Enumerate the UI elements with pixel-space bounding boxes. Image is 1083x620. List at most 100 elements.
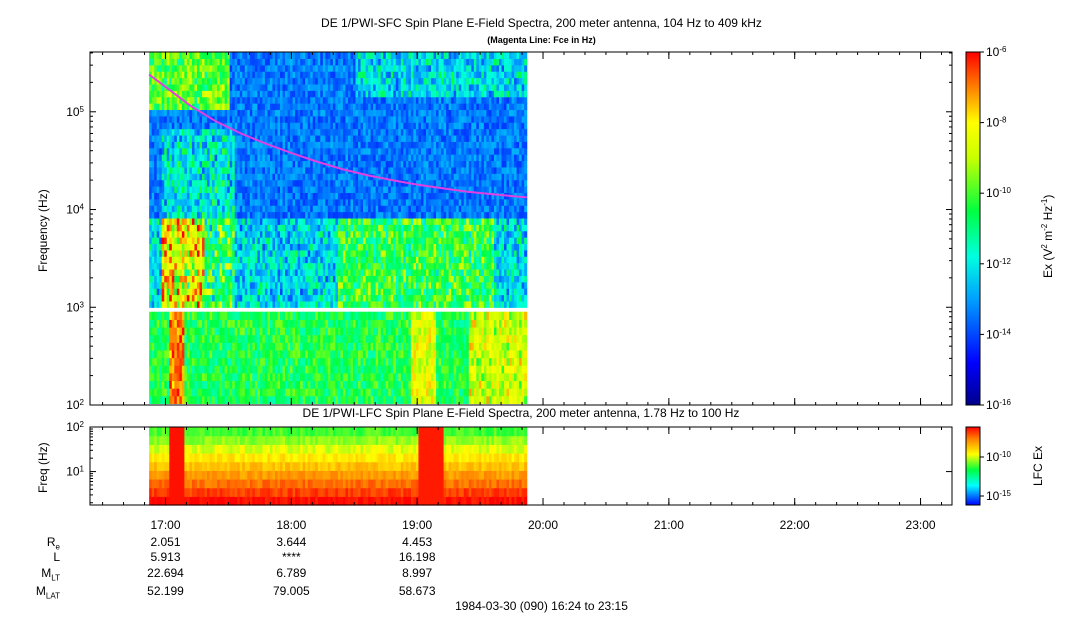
sfc-cell — [337, 166, 342, 174]
sfc-cell — [345, 109, 349, 117]
sfc-cell — [368, 211, 372, 219]
sfc-cell — [302, 115, 306, 123]
sfc-cell — [290, 71, 294, 79]
sfc-cell — [350, 109, 354, 117]
sfc-cell — [212, 205, 216, 213]
sfc-cell — [262, 83, 266, 91]
sfc-cell — [161, 268, 165, 276]
sfc-cell — [214, 211, 218, 219]
sfc-cell — [189, 179, 193, 187]
sfc-cell — [380, 192, 384, 200]
sfc-cell — [368, 288, 372, 296]
sfc-cell — [345, 192, 349, 200]
sfc-cell — [214, 294, 218, 302]
sfc-cell — [207, 128, 211, 136]
sfc-cell — [385, 134, 389, 142]
sfc-cell — [287, 160, 291, 168]
sfc-cell — [373, 134, 377, 142]
sfc-cell — [388, 281, 392, 289]
sfc-cell — [151, 237, 155, 245]
sfc-cell — [420, 288, 425, 296]
sfc-cell — [259, 109, 263, 117]
sfc-cell — [330, 230, 334, 238]
sfc-cell — [368, 186, 372, 193]
sfc-cell — [365, 217, 369, 225]
sfc-cell — [438, 77, 442, 85]
sfc-cell — [347, 128, 352, 136]
sfc-cell — [395, 128, 399, 136]
sfc-cell — [373, 275, 377, 283]
sfc-cell — [388, 186, 392, 193]
sfc-cell — [431, 249, 435, 257]
sfc-cell — [174, 96, 178, 104]
sfc-cell — [393, 109, 397, 117]
sfc-cell — [295, 160, 299, 168]
sfc-cell — [159, 275, 163, 283]
sfc-cell — [224, 186, 228, 193]
sfc-cell — [249, 58, 253, 66]
sfc-cell — [358, 192, 362, 200]
sfc-cell — [186, 115, 191, 123]
sfc-cell — [201, 224, 206, 232]
sfc-cell — [196, 147, 201, 155]
sfc-cell — [355, 300, 359, 308]
sfc-cell — [423, 173, 427, 181]
sfc-cell — [322, 230, 326, 238]
sfc-cell — [219, 77, 223, 85]
sfc-cell — [239, 179, 243, 187]
sfc-cell — [383, 166, 387, 174]
sfc-cell — [390, 198, 394, 206]
sfc-cell — [254, 288, 258, 296]
sfc-cell — [312, 300, 316, 308]
sfc-cell — [317, 115, 321, 123]
sfc-cell — [277, 249, 281, 257]
sfc-cell — [234, 96, 238, 104]
sfc-cell — [433, 294, 437, 302]
sfc-cell — [433, 237, 437, 245]
sfc-cell — [385, 268, 389, 276]
sfc-cell — [201, 58, 206, 66]
sfc-cell — [287, 166, 291, 174]
sfc-cell — [403, 173, 407, 181]
sfc-cell — [159, 103, 163, 111]
sfc-cell — [451, 211, 455, 219]
sfc-cell — [383, 281, 387, 289]
sfc-cell — [239, 154, 243, 162]
sfc-cell — [443, 281, 447, 289]
sfc-cell — [342, 109, 347, 117]
sfc-cell — [310, 300, 314, 308]
sfc-cell — [385, 173, 389, 181]
sfc-cell — [368, 83, 372, 91]
sfc-cell — [274, 262, 279, 270]
sfc-cell — [237, 64, 241, 72]
sfc-cell — [418, 166, 422, 174]
sfc-cell — [320, 58, 324, 66]
sfc-cell — [393, 160, 397, 168]
sfc-cell — [385, 192, 389, 200]
sfc-cell — [370, 77, 374, 85]
sfc-cell — [151, 288, 155, 296]
sfc-cell — [448, 268, 452, 276]
sfc-cell — [398, 71, 402, 79]
sfc-cell — [360, 256, 364, 264]
sfc-cell — [297, 243, 301, 251]
sfc-cell — [159, 249, 163, 257]
sfc-cell — [229, 166, 233, 174]
sfc-cell — [436, 186, 440, 193]
sfc-cell — [242, 128, 246, 136]
sfc-cell — [403, 58, 407, 66]
sfc-cell — [312, 115, 316, 123]
sfc-cell — [161, 300, 165, 308]
sfc-cell — [390, 249, 394, 257]
sfc-cell — [166, 128, 170, 136]
sfc-cell — [365, 96, 369, 104]
sfc-cell — [176, 249, 180, 257]
sfc-cell — [184, 122, 188, 130]
sfc-cell — [431, 64, 435, 72]
sfc-cell — [443, 243, 447, 251]
sfc-cell — [217, 237, 221, 245]
sfc-cell — [448, 205, 452, 213]
sfc-cell — [327, 166, 331, 174]
sfc-cell — [269, 52, 274, 59]
sfc-cell — [425, 256, 430, 264]
